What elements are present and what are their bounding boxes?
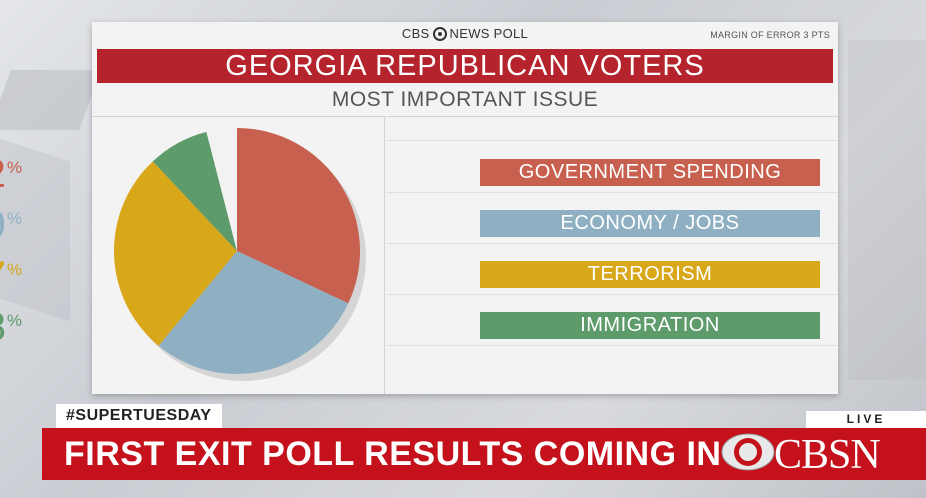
source-right: NEWS POLL [449,26,529,41]
pct-sign: % [6,260,22,279]
pct-sign: % [6,311,22,330]
pie-slice-government-spending [237,128,360,304]
pie-slice-terrorism [113,161,237,346]
pct-value: 29 [0,203,6,247]
gridline [384,345,838,346]
headline: FIRST EXIT POLL RESULTS COMING IN [64,435,722,473]
pct-value: 32 [0,152,6,196]
pct-sign: % [6,158,22,177]
poll-panel: CBS NEWS POLL MARGIN OF ERROR 3 PTS GEORG… [0,22,838,394]
network-logo: CBSN [774,432,881,478]
ticker-bar [42,428,926,480]
gridline [384,294,838,295]
pct-economy-jobs: 29% [0,203,22,248]
bar-immigration: IMMIGRATION [480,312,820,339]
bar-terrorism: TERRORISM [480,261,820,288]
pct-immigration: 8% [0,305,22,350]
pct-sign: % [6,209,22,228]
pct-value: 27 [0,254,6,298]
pie-slice-other [206,128,237,251]
gridline [384,243,838,244]
bar-government-spending: GOVERNMENT SPENDING [480,159,820,186]
pie-chart [113,128,366,381]
divider-horizontal [92,116,838,117]
live-badge: LIVE [806,411,926,428]
source-left: CBS [401,26,430,41]
gridline [384,140,838,141]
margin-of-error: MARGIN OF ERROR 3 PTS [710,30,830,40]
cbs-eye-logo-icon [721,433,775,471]
bar-economy-jobs: ECONOMY / JOBS [480,210,820,237]
gridline [384,192,838,193]
poll-source: CBS NEWS POLL [92,26,838,41]
pct-government-spending: 32% [0,152,22,197]
pie-slice-immigration [152,131,237,251]
pct-terrorism: 27% [0,254,22,299]
chart-title: GEORGIA REPUBLICAN VOTERS [97,49,833,83]
chart-subtitle: MOST IMPORTANT ISSUE [331,88,599,111]
pct-value: 8 [0,305,6,349]
pie-slice-economy-jobs [158,251,349,375]
hashtag-tag: #SUPERTUESDAY [56,404,222,428]
cbs-eye-icon [432,27,447,41]
divider-vertical [384,116,385,394]
